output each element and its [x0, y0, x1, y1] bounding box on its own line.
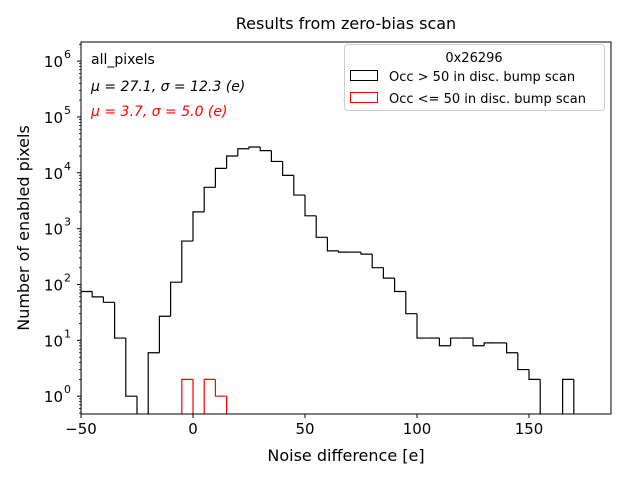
y-tick-exponent: 0: [64, 383, 71, 396]
y-tick-label: 10: [44, 388, 63, 406]
y-axis-label: Number of enabled pixels: [14, 125, 33, 331]
bin-0-11: [203, 186, 216, 212]
bin-0-6: [147, 352, 160, 414]
x-tick-label: 150: [515, 420, 544, 438]
bin-0-16: [259, 146, 272, 152]
bin-0-13: [226, 155, 238, 169]
y-tick-label: 10: [44, 332, 63, 350]
bin-0-27: [382, 267, 395, 279]
bin-0-32: [438, 338, 451, 347]
bin-0-5: [136, 396, 138, 414]
bin-0-39: [517, 352, 530, 371]
y-tick-label: 10: [44, 53, 63, 71]
plot-frame: [80, 41, 612, 415]
x-axis-label: Noise difference [e]: [267, 446, 424, 465]
bin-0-21: [315, 215, 328, 238]
bin-1-1: [192, 379, 194, 414]
bin-0-41: [539, 379, 541, 414]
y-tick-exponent: 4: [64, 160, 71, 173]
x-tick-label: −50: [65, 420, 97, 438]
legend-entry-black: Occ > 50 in disc. bump scan: [389, 70, 575, 85]
bin-0-2: [102, 296, 115, 303]
bin-0-26: [371, 254, 384, 269]
bin-0-33: [450, 337, 462, 346]
bin-1-3: [214, 379, 227, 397]
bin-0-23: [338, 250, 350, 253]
bin-0-40: [528, 369, 541, 380]
bin-0-9: [181, 240, 194, 283]
chart-title: Results from zero-bias scan: [236, 14, 456, 33]
bin-0-18: [282, 161, 294, 176]
bin-0-30: [416, 313, 429, 339]
bin-0-12: [214, 167, 227, 188]
y-tick-label: 10: [44, 109, 63, 127]
legend-title: 0x26296: [445, 51, 502, 66]
bin-0-29: [405, 291, 418, 315]
bin-0-36: [483, 342, 496, 346]
annotation-label: all_pixels: [91, 52, 155, 68]
legend-swatch-black: [350, 70, 378, 81]
bin-0-8: [170, 281, 182, 317]
annotation-stats-red: μ = 3.7, σ = 5.0 (e): [90, 104, 227, 120]
bin-0-17: [270, 150, 283, 163]
bin-0-10: [192, 211, 205, 242]
y-tick-exponent: 6: [64, 48, 71, 61]
y-tick-exponent: 2: [64, 272, 71, 285]
bin-1-0: [181, 378, 194, 414]
x-tick-label: 50: [295, 420, 314, 438]
bin-0-25: [360, 252, 373, 255]
plot-area: [81, 146, 575, 414]
bin-1-2: [203, 378, 216, 414]
x-tick-label: 100: [403, 420, 432, 438]
bin-0-38: [506, 342, 518, 354]
bin-0-28: [394, 278, 406, 293]
bin-0-20: [304, 195, 317, 217]
bin-0-4: [125, 338, 138, 397]
y-tick-label: 10: [44, 165, 63, 183]
y-tick-label: 10: [44, 221, 63, 239]
legend-swatch-red: [350, 92, 378, 103]
y-tick-label: 10: [44, 277, 63, 295]
bin-0-0: [81, 290, 93, 414]
y-tick-exponent: 3: [64, 216, 71, 229]
bin-0-19: [293, 175, 306, 196]
bin-0-15: [248, 146, 261, 149]
bin-0-35: [472, 338, 485, 347]
y-tick-exponent: 1: [64, 327, 71, 340]
annotation-stats-black: μ = 27.1, σ = 12.3 (e): [90, 79, 245, 95]
legend-entry-red: Occ <= 50 in disc. bump scan: [389, 92, 586, 107]
bin-0-7: [158, 315, 171, 353]
x-tick-label: 0: [188, 420, 198, 438]
bin-0-14: [237, 148, 250, 157]
bin-0-1: [91, 291, 104, 298]
y-tick-exponent: 5: [64, 104, 71, 117]
bin-0-43: [562, 378, 574, 414]
legend: 0x26296 Occ > 50 in disc. bump scan Occ …: [344, 44, 605, 111]
bin-0-22: [326, 237, 339, 252]
bin-0-3: [114, 302, 126, 339]
